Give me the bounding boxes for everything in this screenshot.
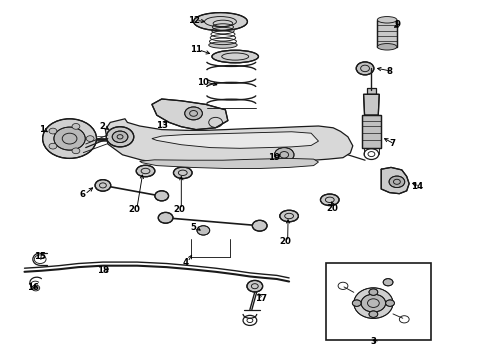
Text: 4: 4: [182, 258, 188, 266]
Text: 5: 5: [191, 223, 196, 232]
Circle shape: [361, 294, 386, 312]
Circle shape: [389, 176, 405, 188]
Text: 3: 3: [370, 338, 376, 346]
Text: 19: 19: [269, 153, 280, 162]
Text: 17: 17: [255, 294, 267, 302]
Circle shape: [49, 128, 57, 134]
Polygon shape: [105, 119, 353, 164]
Circle shape: [352, 300, 361, 306]
Text: 12: 12: [188, 15, 199, 24]
Circle shape: [49, 143, 57, 149]
Bar: [362, 115, 381, 148]
Circle shape: [72, 123, 80, 129]
Bar: [367, 88, 376, 94]
Polygon shape: [152, 132, 318, 148]
Ellipse shape: [212, 50, 259, 63]
Circle shape: [252, 220, 267, 231]
Polygon shape: [152, 99, 228, 130]
Circle shape: [155, 191, 169, 201]
Circle shape: [383, 279, 393, 286]
Text: 20: 20: [128, 205, 140, 214]
Text: 1: 1: [39, 125, 45, 134]
Circle shape: [197, 226, 210, 235]
Bar: [326, 263, 431, 340]
Ellipse shape: [354, 288, 393, 318]
Bar: [377, 20, 397, 47]
Polygon shape: [367, 88, 376, 94]
Text: 15: 15: [34, 252, 46, 261]
Circle shape: [72, 148, 80, 154]
Circle shape: [86, 136, 94, 141]
Ellipse shape: [136, 165, 155, 177]
Circle shape: [112, 131, 128, 143]
Text: 11: 11: [190, 45, 202, 54]
Text: 16: 16: [27, 283, 39, 292]
Ellipse shape: [377, 44, 397, 50]
Polygon shape: [381, 167, 409, 194]
Circle shape: [106, 127, 134, 147]
Circle shape: [185, 107, 202, 120]
Circle shape: [54, 127, 85, 150]
Text: 7: 7: [389, 139, 395, 148]
Circle shape: [95, 180, 111, 191]
Circle shape: [386, 300, 394, 306]
Ellipse shape: [173, 167, 192, 179]
Text: 14: 14: [412, 182, 423, 191]
Polygon shape: [362, 115, 381, 148]
Circle shape: [274, 148, 294, 162]
Text: 20: 20: [326, 204, 338, 212]
Ellipse shape: [280, 210, 298, 222]
Circle shape: [356, 62, 374, 75]
Ellipse shape: [194, 13, 247, 31]
Text: 10: 10: [197, 77, 209, 86]
Text: 13: 13: [156, 121, 168, 130]
Polygon shape: [364, 94, 379, 115]
Circle shape: [369, 289, 378, 295]
Text: 20: 20: [173, 205, 185, 214]
Circle shape: [247, 280, 263, 292]
Text: 18: 18: [97, 266, 109, 275]
Text: 2: 2: [99, 122, 105, 131]
Text: 8: 8: [387, 67, 392, 76]
Text: 20: 20: [279, 238, 291, 246]
Circle shape: [158, 212, 173, 223]
Ellipse shape: [320, 194, 339, 206]
Polygon shape: [140, 158, 318, 168]
Ellipse shape: [209, 42, 237, 48]
Circle shape: [369, 311, 378, 318]
Text: 9: 9: [395, 20, 401, 29]
Polygon shape: [377, 20, 397, 47]
Text: 6: 6: [79, 190, 85, 199]
Circle shape: [43, 119, 97, 158]
Ellipse shape: [377, 17, 397, 23]
